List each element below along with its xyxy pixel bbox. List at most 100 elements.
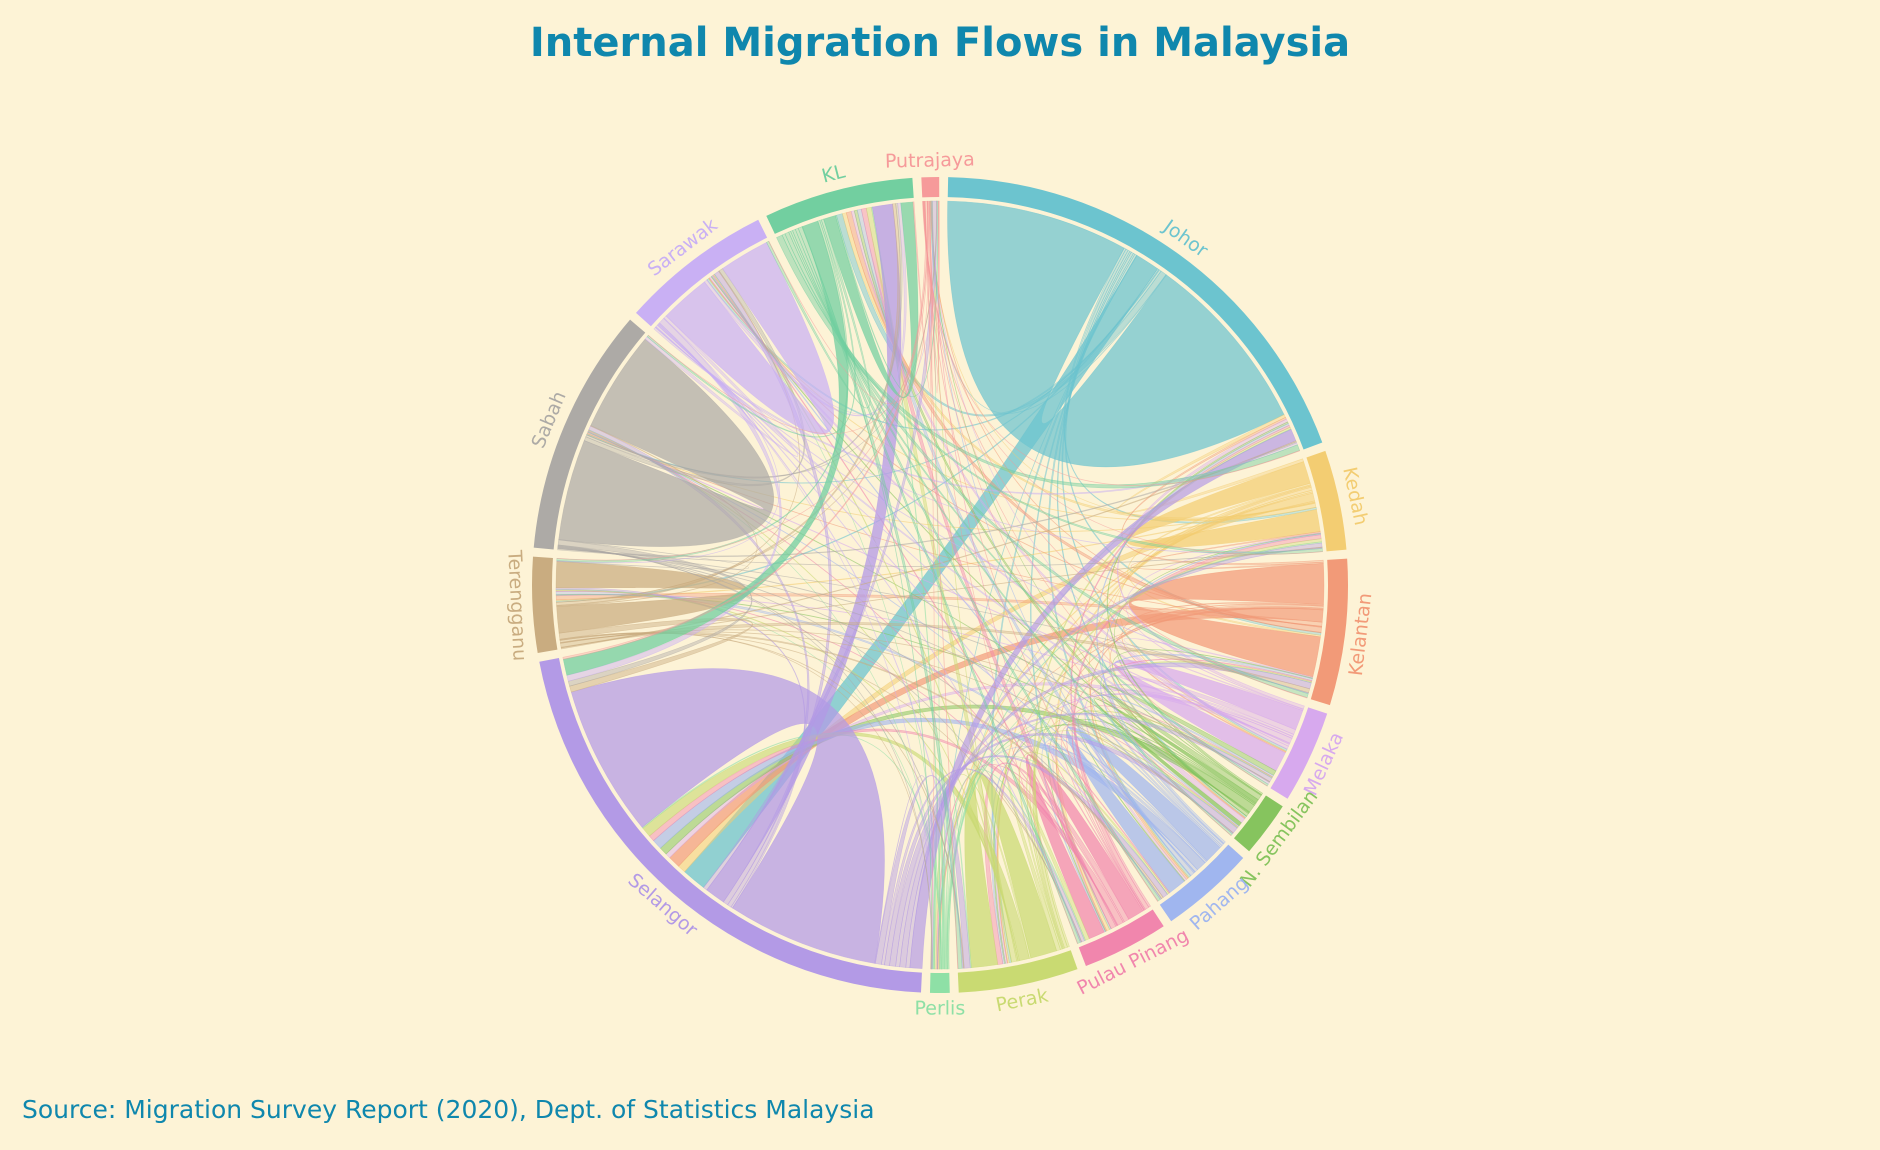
ribbon-putrajaya-to-selangor (562, 200, 928, 660)
group-separator-selangor (559, 657, 923, 973)
ribbon-sarawak-to-pulau-pinang (657, 323, 1082, 943)
ribbon-terengganu-to-pahang (559, 631, 1164, 900)
group-separator-johor (947, 197, 1304, 451)
ribbon-putrajaya-to-terengganu (556, 200, 929, 561)
ribbon-sabah-to-selangor (557, 539, 753, 687)
ribbon-sabah-to-n-sembilan (557, 546, 1234, 834)
ribbon-pulau-pinang-to-pahang (1047, 743, 1171, 912)
ribbon-kedah-to-sarawak (708, 277, 1316, 521)
ribbon-n-sembilan-to-terengganu (555, 593, 1251, 813)
group-separator-sabah (554, 332, 648, 550)
ribbon-kelantan-to-putrajaya (930, 200, 1322, 634)
ribbon-kl-to-terengganu (556, 219, 849, 563)
ribbon-pahang-to-sabah (587, 430, 1196, 873)
ribbon-kedah-to-terengganu (555, 500, 1316, 602)
ribbon-sarawak-to-kelantan (655, 326, 1309, 695)
ribbon-sabah-to-kedah (557, 547, 1323, 567)
ribbon-sarawak-to-sarawak (665, 242, 835, 435)
ribbon-pahang-to-pahang (1065, 726, 1221, 894)
ribbon-terengganu-to-n-sembilan (559, 631, 1234, 834)
ribbon-selangor-to-pulau-pinang (881, 768, 1085, 966)
ribbon-pulau-pinang-to-kl (860, 207, 1117, 930)
group-arc-melaka (1270, 707, 1328, 799)
ribbon-putrajaya-to-sabah (647, 200, 929, 435)
group-arc-n-sembilan (1233, 795, 1283, 852)
group-arc-johor (947, 177, 1323, 450)
ribbon-sarawak-to-kl (703, 202, 907, 417)
group-arc-kl (766, 177, 914, 234)
arcs-layer (531, 177, 1348, 993)
ribbon-kl-to-kl (823, 201, 919, 399)
group-label-putrajaya: Putrajaya (885, 149, 975, 173)
group-arc-perlis (929, 972, 950, 993)
group-arc-terengganu (531, 556, 558, 653)
ribbon-putrajaya-to-kl (912, 200, 933, 394)
ribbon-sabah-to-pulau-pinang (557, 545, 1082, 943)
ribbon-putrajaya-to-putrajaya (928, 200, 940, 393)
ribbon-perak-to-pulau-pinang (1005, 764, 1090, 952)
group-arc-kedah (1306, 450, 1347, 552)
ribbon-kelantan-to-sabah (586, 432, 1323, 628)
ribbon-perak-to-n-sembilan (1026, 730, 1239, 950)
group-label-kl: KL (820, 160, 848, 187)
ribbon-melaka-to-melaka (1114, 659, 1304, 772)
ribbon-pahang-to-terengganu (555, 591, 1199, 873)
ribbon-perak-to-terengganu (555, 589, 1020, 962)
ribbon-sarawak-to-perak (658, 322, 964, 969)
ribbon-sarawak-to-selangor (566, 317, 782, 682)
ribbon-kelantan-to-kl (845, 211, 1322, 633)
ribbon-kedah-to-selangor (678, 492, 1316, 873)
ribbon-terengganu-to-sabah (556, 425, 758, 607)
ribbon-melaka-to-sabah (586, 431, 1291, 745)
ribbon-pahang-to-n-sembilan (1084, 710, 1240, 849)
ribbon-selangor-to-pahang (884, 755, 1168, 966)
ribbon-selangor-to-melaka (895, 712, 1273, 968)
group-label-kelantan: Kelantan (1345, 592, 1377, 677)
ribbon-kelantan-to-johor (1121, 416, 1324, 566)
ribbon-n-sembilan-to-sarawak (710, 275, 1250, 815)
group-separator-perak (957, 946, 1071, 973)
ribbon-sabah-to-terengganu (556, 539, 749, 570)
group-label-perlis: Perlis (914, 997, 965, 1019)
ribbon-sarawak-to-n-sembilan (656, 324, 1234, 835)
ribbon-sarawak-to-johor (653, 326, 1298, 495)
ribbon-melaka-to-kelantan (1123, 637, 1314, 711)
group-label-terengganu: Terengganu (503, 549, 530, 662)
ribbon-kl-to-pahang (792, 228, 1161, 902)
ribbon-selangor-to-n-sembilan (889, 733, 1238, 967)
ribbon-kl-to-putrajaya (835, 200, 939, 397)
group-separator-kelantan (1307, 559, 1328, 700)
ribbon-kl-to-kelantan (784, 231, 1309, 699)
group-arc-pulau-pinang (1078, 909, 1164, 967)
group-arc-putrajaya (921, 177, 940, 198)
ribbon-perlis-to-pulau-pinang (945, 769, 1086, 970)
ribbon-melaka-to-kl (850, 210, 1289, 750)
ribbon-kl-to-pulau-pinang (794, 227, 1081, 944)
ribbon-sabah-to-sabah (558, 338, 775, 547)
ribbon-terengganu-to-melaka (560, 629, 1271, 783)
ribbon-pahang-to-melaka (1092, 694, 1274, 848)
group-separator-melaka (1267, 706, 1308, 788)
ribbon-kedah-to-kelantan (1127, 482, 1322, 638)
group-label-kedah: Kedah (1338, 465, 1372, 527)
group-separator-pulau-pinang (1077, 906, 1153, 947)
ribbon-kl-to-sabah (646, 219, 856, 438)
ribbon-terengganu-to-selangor (558, 617, 753, 693)
ribbon-sarawak-to-sabah (644, 315, 799, 457)
ribbon-putrajaya-to-perlis (924, 200, 935, 970)
ribbon-kelantan-to-kedah (1130, 531, 1324, 570)
ribbon-kelantan-to-n-sembilan (1109, 603, 1324, 820)
ribbon-n-sembilan-to-perak (993, 723, 1256, 964)
ribbon-sarawak-to-pahang (657, 323, 1162, 900)
ribbon-selangor-to-kelantan (899, 662, 1312, 968)
ribbon-kedah-to-sabah (586, 432, 1316, 532)
group-arc-pahang (1159, 844, 1244, 922)
ribbon-pahang-to-kelantan (1100, 653, 1313, 847)
ribbon-putrajaya-to-kelantan (922, 201, 1308, 699)
ribbon-perak-to-sarawak (713, 273, 1019, 962)
ribbon-putrajaya-to-kedah (922, 201, 1323, 555)
ribbon-pahang-to-kl (856, 208, 1195, 877)
ribbons-layer (555, 200, 1325, 970)
ribbon-kl-to-n-sembilan (790, 230, 1233, 836)
